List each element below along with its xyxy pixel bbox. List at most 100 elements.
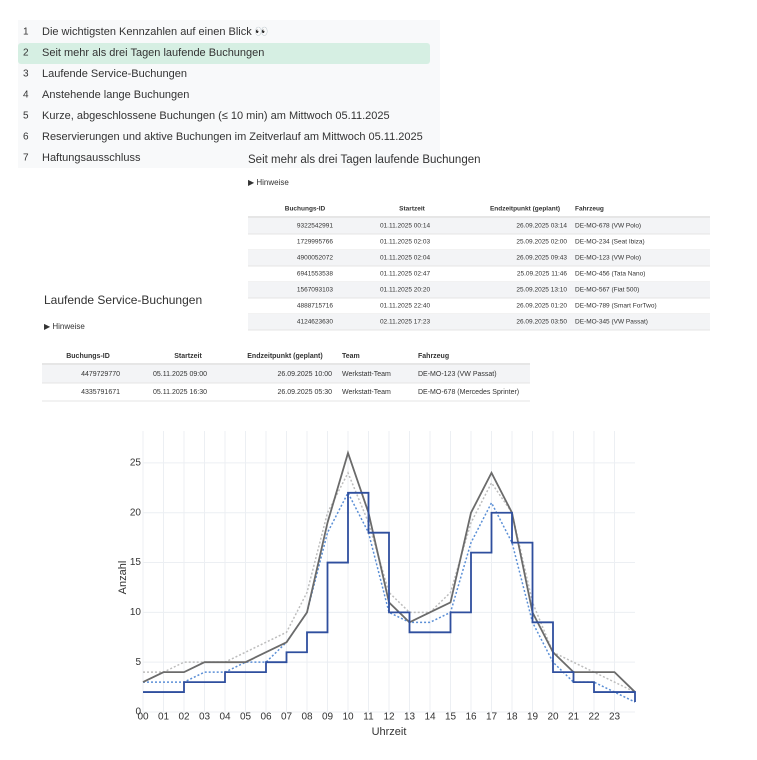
cell: 01.11.2025 22:40 xyxy=(380,303,431,310)
x-tick-label: 02 xyxy=(178,712,190,723)
x-tick-label: 13 xyxy=(404,712,416,723)
column-header[interactable]: Fahrzeug xyxy=(418,353,449,360)
x-tick-label: 16 xyxy=(465,712,477,723)
x-tick-label: 01 xyxy=(158,712,170,723)
cell: 4335791671 xyxy=(81,389,120,396)
x-tick-label: 20 xyxy=(547,712,559,723)
column-header[interactable]: Buchungs-ID xyxy=(66,353,110,360)
section-title: Seit mehr als drei Tagen laufende Buchun… xyxy=(248,154,481,166)
cell: 05.11.2025 16:30 xyxy=(153,389,207,396)
cell: 02.11.2025 17:23 xyxy=(380,319,431,326)
toc-item[interactable]: Laufende Service-Buchungen xyxy=(42,68,187,80)
cell: 05.11.2025 09:00 xyxy=(153,371,207,378)
cell: 01.11.2025 20:20 xyxy=(380,287,431,294)
x-tick-label: 07 xyxy=(281,712,293,723)
toc-number: 2 xyxy=(23,48,29,59)
column-header[interactable]: Team xyxy=(342,353,360,360)
cell: 26.09.2025 03:50 xyxy=(516,319,567,326)
cell: DE-MO-345 (VW Passat) xyxy=(575,319,648,326)
toc-item[interactable]: Die wichtigsten Kennzahlen auf einen Bli… xyxy=(42,26,269,38)
x-tick-label: 15 xyxy=(445,712,457,723)
cell: 26.09.2025 10:00 xyxy=(278,371,333,378)
x-tick-label: 23 xyxy=(609,712,621,723)
cell: 25.09.2025 02:00 xyxy=(516,239,567,246)
x-tick-label: 00 xyxy=(137,712,149,723)
x-tick-label: 04 xyxy=(219,712,231,723)
cell: 4888715716 xyxy=(297,303,334,310)
section-title: Laufende Service-Buchungen xyxy=(44,293,202,307)
x-tick-label: 08 xyxy=(301,712,313,723)
toc-number: 6 xyxy=(23,132,29,143)
row-stripe xyxy=(248,314,710,330)
cell: 26.09.2025 05:30 xyxy=(278,389,333,396)
cell: 01.11.2025 02:47 xyxy=(380,271,431,278)
column-header[interactable]: Startzeit xyxy=(399,206,425,213)
toc-highlight xyxy=(18,43,430,64)
cell: 1729995766 xyxy=(297,239,334,246)
x-tick-label: 09 xyxy=(322,712,334,723)
x-tick-label: 10 xyxy=(342,712,354,723)
cell: 26.09.2025 09:43 xyxy=(516,255,567,262)
row-stripe xyxy=(42,365,530,383)
cell: 1567093103 xyxy=(297,287,334,294)
x-tick-label: 11 xyxy=(363,712,374,723)
x-tick-label: 05 xyxy=(240,712,252,723)
cell: DE-MO-567 (Fiat 500) xyxy=(575,287,639,294)
x-tick-label: 17 xyxy=(486,712,498,723)
toc-item[interactable]: Seit mehr als drei Tagen laufende Buchun… xyxy=(42,47,264,59)
y-tick-label: 10 xyxy=(130,607,142,618)
column-header[interactable]: Buchungs-ID xyxy=(285,206,326,213)
cell: Werkstatt-Team xyxy=(342,389,391,396)
y-axis-label: Anzahl xyxy=(117,561,129,595)
cell: 26.09.2025 01:20 xyxy=(516,303,567,310)
column-header[interactable]: Fahrzeug xyxy=(575,206,604,213)
y-tick-label: 5 xyxy=(135,657,141,668)
x-tick-label: 06 xyxy=(260,712,272,723)
x-tick-label: 21 xyxy=(568,712,580,723)
y-tick-label: 20 xyxy=(130,507,142,518)
toc-number: 3 xyxy=(23,69,29,80)
cell: 25.09.2025 13:10 xyxy=(516,287,567,294)
hint[interactable]: ▶ Hinweise xyxy=(44,322,85,331)
cell: 01.11.2025 02:03 xyxy=(380,239,431,246)
toc-item[interactable]: Haftungsausschluss xyxy=(42,152,141,164)
y-tick-label: 15 xyxy=(130,557,142,568)
cell: 4479729770 xyxy=(81,371,120,378)
row-stripe xyxy=(248,218,710,234)
cell: DE-MO-234 (Seat Ibiza) xyxy=(575,239,645,246)
row-stripe xyxy=(248,250,710,266)
cell: DE-MO-678 (VW Polo) xyxy=(575,223,641,230)
column-header[interactable]: Endzeitpunkt (geplant) xyxy=(490,206,560,213)
toc-number: 5 xyxy=(23,111,29,122)
toc-number: 7 xyxy=(23,153,29,164)
column-header[interactable]: Endzeitpunkt (geplant) xyxy=(247,353,322,360)
cell: 9322542991 xyxy=(297,223,334,230)
x-tick-label: 22 xyxy=(588,712,600,723)
cell: 26.09.2025 03:14 xyxy=(516,223,567,230)
y-tick-label: 25 xyxy=(130,458,142,469)
cell: 4124623630 xyxy=(297,319,334,326)
column-header[interactable]: Startzeit xyxy=(174,353,202,360)
cell: DE-MO-123 (VW Passat) xyxy=(418,371,497,378)
x-tick-label: 12 xyxy=(383,712,395,723)
toc-number: 4 xyxy=(23,90,29,101)
series-line xyxy=(143,491,636,703)
row-stripe xyxy=(248,282,710,298)
cell: DE-MO-456 (Tata Nano) xyxy=(575,271,645,278)
cell: DE-MO-678 (Mercedes Sprinter) xyxy=(418,389,519,396)
x-tick-label: 03 xyxy=(199,712,211,723)
cell: DE-MO-123 (VW Polo) xyxy=(575,255,641,262)
cell: 4900052072 xyxy=(297,255,334,262)
toc-item[interactable]: Reservierungen und aktive Buchungen im Z… xyxy=(42,131,423,143)
y-tick-label: 0 xyxy=(135,707,141,718)
toc-item[interactable]: Kurze, abgeschlossene Buchungen (≤ 10 mi… xyxy=(42,110,390,122)
toc-number: 1 xyxy=(23,27,29,38)
toc-item[interactable]: Anstehende lange Buchungen xyxy=(42,89,189,101)
cell: 25.09.2025 11:46 xyxy=(517,271,568,278)
cell: 01.11.2025 00:14 xyxy=(380,223,431,230)
cell: DE-MO-789 (Smart ForTwo) xyxy=(575,303,657,310)
x-tick-label: 18 xyxy=(506,712,518,723)
cell: 6941553538 xyxy=(297,271,334,278)
hint[interactable]: ▶ Hinweise xyxy=(248,178,289,187)
x-axis-label: Uhrzeit xyxy=(372,726,407,738)
